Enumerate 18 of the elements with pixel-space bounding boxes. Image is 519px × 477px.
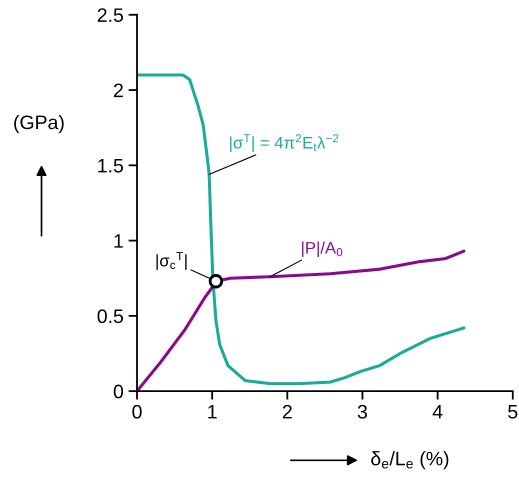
y-axis-title: (GPa)	[14, 114, 64, 134]
series-label: |σ$^{T}$| = 4π$^{2}$E$_{t}$λ$^{−2}$	[230, 134, 338, 152]
annotation: |σ$_{c}$$^{T}$|	[156, 252, 187, 270]
y-tick-label: 1	[114, 234, 123, 248]
x-tick-label: 3	[358, 404, 368, 419]
x-tick-label: 0	[132, 404, 142, 419]
x-tick-label: 2	[282, 404, 292, 418]
line-series	[137, 73, 466, 386]
x-tick-label: 4	[432, 405, 442, 418]
y-tick-label: 1.5	[98, 158, 124, 173]
x-axis-title: δ$_{e}$/L$_{e}$ (%)	[371, 451, 448, 470]
y-tick-label: 0	[114, 384, 124, 398]
y-tick-label: 2	[114, 84, 123, 98]
series-label: |P|/A$_{0}$	[302, 241, 342, 258]
y-tick-label: 0.5	[98, 309, 124, 324]
y-tick-label: 2.5	[98, 8, 124, 22]
x-tick-label: 1	[208, 405, 217, 418]
x-tick-label: 5	[508, 405, 518, 419]
